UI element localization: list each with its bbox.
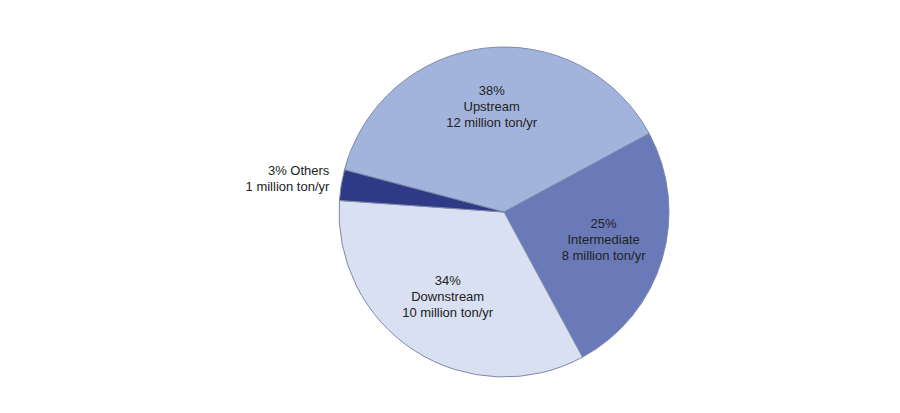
svg-text:25%Intermediate8 million ton/y: 25%Intermediate8 million ton/yr [562, 216, 646, 263]
svg-text:34%Downstream10 million ton/yr: 34%Downstream10 million ton/yr [402, 273, 494, 320]
svg-text:3% Others1 million ton/yr: 3% Others1 million ton/yr [246, 163, 330, 194]
svg-text:38%Upstream12 million ton/yr: 38%Upstream12 million ton/yr [446, 83, 538, 130]
